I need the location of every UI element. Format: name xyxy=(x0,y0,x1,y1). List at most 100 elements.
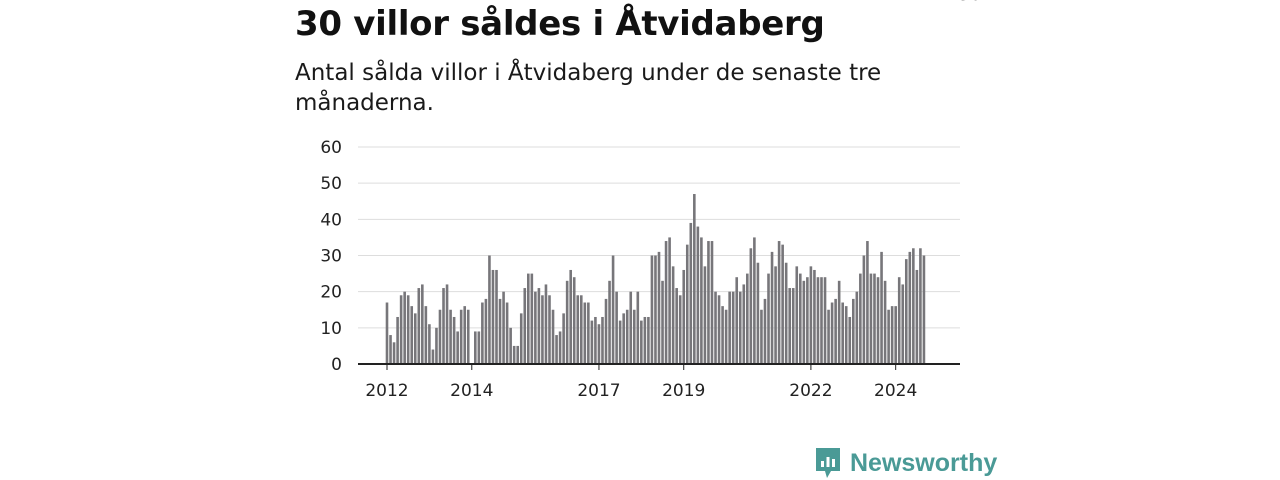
bar xyxy=(590,320,594,364)
bar xyxy=(527,273,530,364)
newsworthy-logo[interactable]: Newsworthy xyxy=(814,446,997,480)
bar xyxy=(862,255,866,364)
y-tick-label: 50 xyxy=(320,174,342,194)
bar xyxy=(625,309,629,364)
bar xyxy=(548,295,551,364)
bar xyxy=(696,226,700,364)
bar xyxy=(530,273,534,364)
bar xyxy=(799,273,802,364)
bar xyxy=(685,244,689,364)
bar xyxy=(919,248,922,364)
bar xyxy=(601,316,604,364)
bar xyxy=(654,255,657,364)
bar xyxy=(742,284,746,364)
bar xyxy=(523,288,527,364)
bar xyxy=(834,298,837,364)
bar xyxy=(731,291,735,364)
bar xyxy=(671,266,675,364)
bar xyxy=(876,277,880,364)
bar xyxy=(459,309,463,364)
bar xyxy=(438,309,442,364)
bar xyxy=(594,316,597,364)
bar xyxy=(488,255,491,364)
bar xyxy=(597,324,601,364)
bar xyxy=(389,335,392,364)
chart-subtitle: Antal sålda villor i Åtvidaberg under de… xyxy=(295,60,882,116)
bar xyxy=(788,288,792,364)
bar xyxy=(717,295,721,364)
bar xyxy=(873,273,876,364)
bar xyxy=(622,313,625,364)
bar xyxy=(410,306,414,364)
y-tick-label: 20 xyxy=(320,283,342,303)
bar xyxy=(728,291,731,364)
bar xyxy=(413,313,417,364)
bar xyxy=(431,349,435,364)
bar xyxy=(615,291,618,364)
bar xyxy=(608,280,611,364)
bar xyxy=(851,298,855,364)
bar xyxy=(657,251,661,364)
bar xyxy=(844,306,848,364)
bar xyxy=(880,251,883,364)
bar xyxy=(477,331,481,364)
bar xyxy=(689,222,693,364)
x-tick-label: 2022 xyxy=(789,381,832,401)
bar xyxy=(767,273,770,364)
bar xyxy=(746,273,749,364)
bar xyxy=(753,237,756,364)
bar xyxy=(456,331,459,364)
bar xyxy=(894,306,897,364)
bar xyxy=(424,306,428,364)
bar xyxy=(890,306,894,364)
bar xyxy=(449,309,452,364)
bar xyxy=(481,302,484,364)
bar xyxy=(841,302,844,364)
bar xyxy=(738,291,742,364)
x-tick-label: 2012 xyxy=(365,381,408,401)
bar xyxy=(859,273,862,364)
bar xyxy=(820,277,823,364)
bar xyxy=(647,316,650,364)
bar xyxy=(417,288,421,364)
bar xyxy=(675,288,678,364)
bar xyxy=(445,284,449,364)
y-tick-label: 10 xyxy=(320,319,342,339)
bar xyxy=(406,295,410,364)
bar xyxy=(908,251,912,364)
bar xyxy=(795,266,799,364)
bar xyxy=(682,269,686,364)
bar xyxy=(904,259,908,364)
bar xyxy=(703,266,707,364)
bar xyxy=(392,342,396,364)
bar xyxy=(700,237,703,364)
bar xyxy=(632,309,636,364)
bar xyxy=(537,288,541,364)
bar xyxy=(837,280,841,364)
bar xyxy=(442,288,445,364)
bar xyxy=(912,248,915,364)
bar xyxy=(869,273,873,364)
bar xyxy=(823,277,827,364)
bar xyxy=(887,309,890,364)
bar xyxy=(650,255,654,364)
bar xyxy=(827,309,830,364)
bar xyxy=(777,241,781,364)
bar xyxy=(484,298,488,364)
bar xyxy=(848,316,852,364)
bar xyxy=(565,280,569,364)
bar xyxy=(830,302,834,364)
bar xyxy=(452,316,456,364)
bar xyxy=(774,266,777,364)
bar xyxy=(583,302,587,364)
bar xyxy=(710,241,714,364)
bar xyxy=(915,269,919,364)
bar xyxy=(491,269,495,364)
bar xyxy=(781,244,784,364)
bar xyxy=(813,269,816,364)
y-tick-label: 0 xyxy=(331,355,342,375)
bar xyxy=(555,335,558,364)
chart-title: 30 villor såldes i Åtvidaberg xyxy=(295,4,825,44)
bar xyxy=(611,255,615,364)
